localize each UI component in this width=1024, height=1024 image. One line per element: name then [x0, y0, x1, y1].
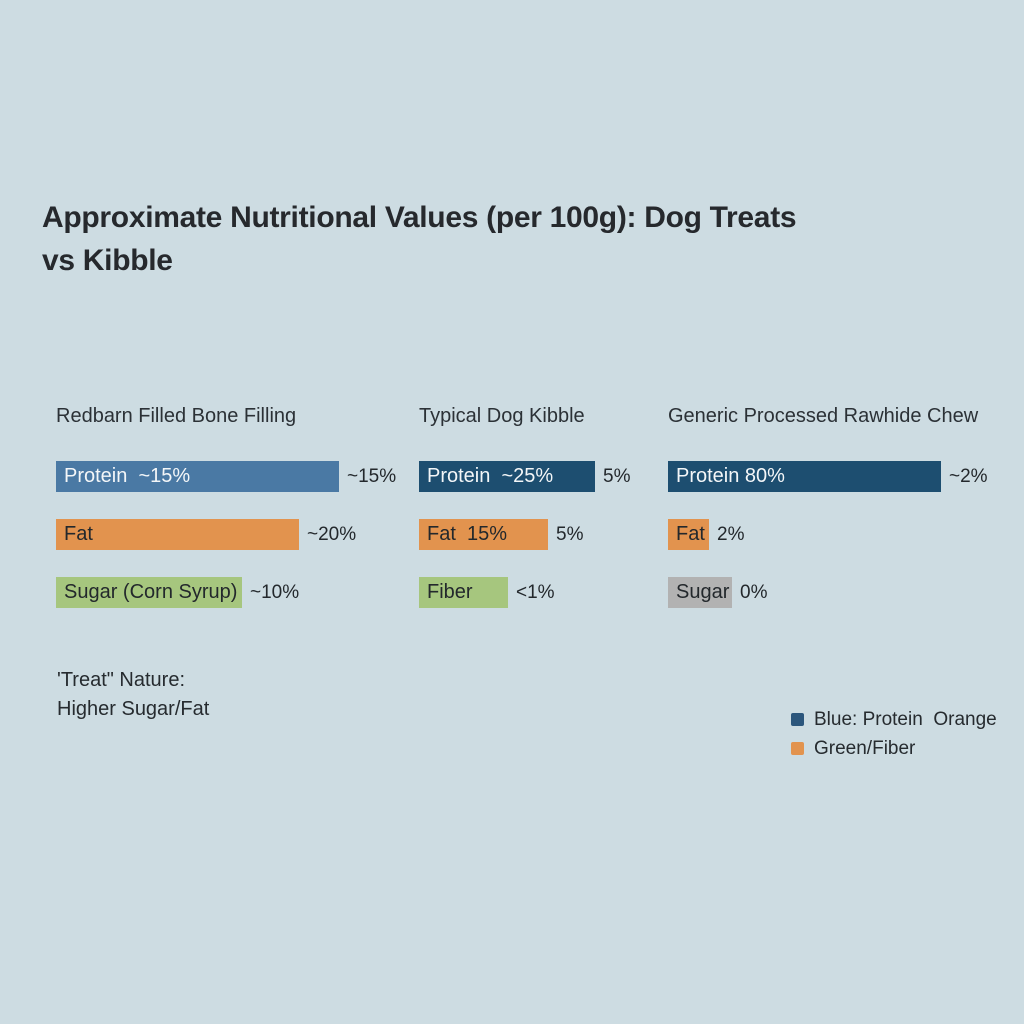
- legend-row: Blue: Protein Orange: [791, 705, 997, 734]
- bar-value-label: ~20%: [307, 523, 357, 545]
- bar-value-label: <1%: [516, 581, 555, 603]
- bar-row: Sugar 0%: [668, 577, 1024, 608]
- fat-bar: Fat: [56, 519, 299, 550]
- sugar-bar: Sugar: [668, 577, 732, 608]
- protein-bar: Protein 80%: [668, 461, 941, 492]
- bar-value-label: 5%: [556, 523, 584, 545]
- bar-inner-label: Protein 80%: [676, 465, 785, 487]
- bar-row: Fat 15% 5%: [419, 519, 664, 550]
- group-header: Redbarn Filled Bone Filling: [56, 405, 297, 427]
- group-header: Typical Dog Kibble: [419, 405, 585, 427]
- bar-inner-label: Fat: [64, 523, 93, 545]
- bar-value-label: 2%: [717, 523, 745, 545]
- legend-row: Green/Fiber: [791, 734, 997, 763]
- legend-swatch-blue: [791, 713, 804, 726]
- group-column-kibble: Typical Dog Kibble Protein ~25% 5% Fat 15%…: [419, 403, 664, 635]
- group-column-redbarn: Redbarn Filled Bone Filling Protein ~15%…: [56, 403, 416, 635]
- sugar-corn-syrup-bar: Sugar (Corn Syrup): [56, 577, 242, 608]
- legend-swatch-orange: [791, 742, 804, 755]
- bar-row: Fat 2%: [668, 519, 1024, 550]
- group-rows: Protein ~15% ~15% Fat ~20% Sugar (Corn Syrup…: [56, 461, 416, 608]
- bar-row: Fiber <1%: [419, 577, 664, 608]
- legend: Blue: Protein Orange Green/Fiber: [791, 705, 997, 763]
- note-text: 'Treat" Nature: Higher Sugar/Fat: [57, 669, 210, 720]
- group-header: Generic Processed Rawhide Chew: [668, 405, 979, 427]
- protein-bar: Protein ~25%: [419, 461, 595, 492]
- bar-value-label: ~15%: [347, 465, 397, 487]
- fiber-bar: Fiber: [419, 577, 508, 608]
- group-rows: Protein ~25% 5% Fat 15% 5% Fiber <1%: [419, 461, 664, 608]
- legend-label: Green/Fiber: [814, 737, 916, 759]
- bar-inner-label: Protein ~25%: [427, 465, 554, 487]
- bar-value-label: ~2%: [949, 465, 988, 487]
- fat-bar: Fat: [668, 519, 709, 550]
- bar-inner-label: Fat: [676, 523, 705, 545]
- bar-inner-label: Protein ~15%: [64, 465, 191, 487]
- bar-row: Sugar (Corn Syrup) ~10%: [56, 577, 416, 608]
- group-column-rawhide: Generic Processed Rawhide Chew Protein 8…: [668, 403, 1024, 635]
- legend-label: Blue: Protein Orange: [814, 708, 997, 730]
- group-rows: Protein 80% ~2% Fat 2% Sugar 0%: [668, 461, 1024, 608]
- bar-inner-label: Fiber: [427, 581, 473, 603]
- bar-inner-label: Fat 15%: [427, 523, 508, 545]
- bar-value-label: 5%: [603, 465, 631, 487]
- bar-inner-label: Sugar: [676, 581, 730, 603]
- fat-bar: Fat 15%: [419, 519, 548, 550]
- bar-row: Protein 80% ~2%: [668, 461, 1024, 492]
- bar-value-label: ~10%: [250, 581, 300, 603]
- bar-row: Fat ~20%: [56, 519, 416, 550]
- bar-value-label: 0%: [740, 581, 768, 603]
- bar-inner-label: Sugar (Corn Syrup): [64, 581, 238, 603]
- bar-row: Protein ~25% 5%: [419, 461, 664, 492]
- protein-bar: Protein ~15%: [56, 461, 339, 492]
- bar-row: Protein ~15% ~15%: [56, 461, 416, 492]
- page-title: Approximate Nutritional Values (per 100g…: [42, 201, 797, 277]
